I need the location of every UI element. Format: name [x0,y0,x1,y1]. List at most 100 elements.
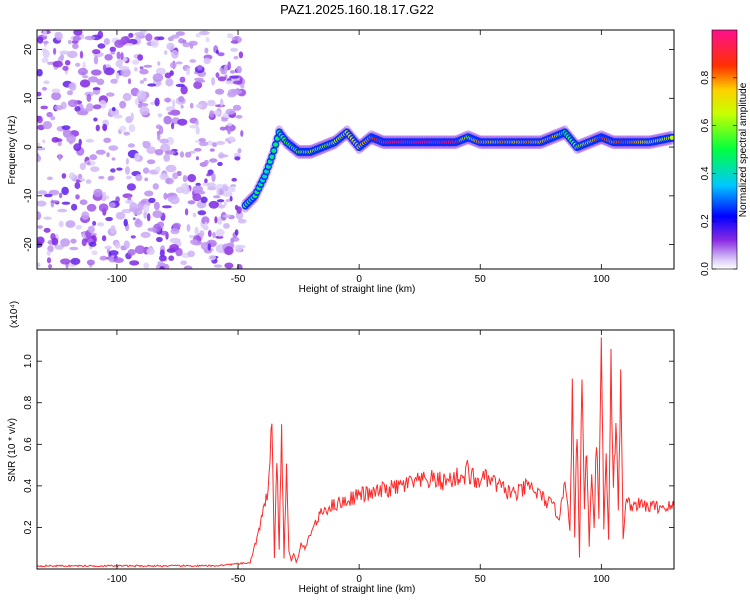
spectrogram-noise-cell [102,123,108,132]
spectrogram-noise-cell [88,241,97,247]
spectrogram-noise-cell [204,178,208,184]
spectrogram-noise-cell [114,39,125,48]
spectrogram-noise-cell [218,204,226,209]
spectrogram-noise-cell [107,175,115,181]
spectrogram-noise-cell [184,208,189,216]
spectrogram-noise-cell [75,194,80,200]
spectrogram-noise-cell [143,262,150,269]
snr-x-label: Height of straight line (km) [299,584,416,595]
spectrogram-marks [37,30,674,269]
spectrogram-noise-cell [195,33,201,38]
spectrogram-noise-cell [89,154,98,161]
spectrogram-noise-cell [97,43,106,49]
spectrogram-noise-cell [217,76,227,82]
spectrogram-noise-cell [190,239,198,245]
snr-panel: -100 -50 0 50 100 0.2 0.4 0.6 0.8 1.0 Height of … [7,301,675,595]
colorbar-tick-label: 0.4 [700,166,711,180]
spectrogram-noise-cell [134,152,140,161]
spectrogram-noise-cell [105,216,113,222]
spectrogram-noise-cell [204,47,209,54]
spectrogram-noise-cell [130,112,134,121]
spectrogram-noise-cell [195,120,199,126]
spectrogram-noise-cell [73,30,83,36]
spectrogram-ridge-core [271,148,277,153]
spectrogram-noise-cell [51,91,62,101]
spectrogram-noise-cell [143,64,153,68]
spectrogram-noise-cell [198,30,210,36]
spectrogram-noise-cell [159,173,169,181]
spectrogram-noise-cell [205,36,210,43]
x-tick-label: -50 [231,274,246,285]
spectrogram-noise-cell [147,83,157,87]
spectrogram-noise-cell [110,78,118,84]
spectrogram-noise-cell [42,121,52,130]
spectrogram-noise-cell [72,43,79,50]
spectrogram-noise-cell [46,111,53,118]
spectrogram-noise-cell [101,197,107,202]
y-tick-label: -20 [23,237,34,252]
spectrogram-noise-cell [120,52,124,61]
spectrogram-noise-cell [142,141,147,146]
spectrogram-noise-cell [218,154,229,158]
y-tick-label: -10 [23,188,34,203]
spectrogram-noise-cell [139,106,150,116]
spectrogram-noise-cell [37,36,44,44]
spectrogram-noise-cell [187,250,195,258]
spectrogram-noise-cell [62,65,69,71]
spectrogram-noise-cell [165,164,177,173]
spectrogram-noise-cell [145,33,153,42]
spectrogram-noise-cell [217,216,223,225]
spectrogram-noise-cell [58,154,62,161]
spectrogram-noise-cell [125,166,130,175]
spectrogram-noise-cell [140,200,147,204]
spectrogram-noise-cell [119,125,127,132]
spectrogram-noise-cell [43,40,49,45]
spectrogram-noise-cell [207,243,211,251]
spectrogram-noise-cell [46,257,52,264]
spectrogram-noise-cell [211,77,216,86]
spectrogram-noise-cell [217,161,223,167]
spectrogram-noise-cell [86,103,94,112]
spectrogram-noise-cell [37,262,41,268]
spectrogram-noise-cell [75,224,83,230]
spectrogram-noise-cell [136,90,147,100]
spectrogram-noise-cell [40,105,48,110]
spectrogram-y-ticks: -20 -10 0 10 20 [23,44,674,252]
spectrogram-noise-cell [230,40,239,44]
spectrogram-noise-cell [198,138,206,142]
spectrogram-noise-cell [181,183,189,190]
spectrogram-noise-cell [221,118,228,122]
spectrogram-noise-cell [157,61,161,66]
spectrogram-noise-cell [66,134,76,144]
spectrogram-noise-cell [109,46,117,53]
spectrogram-noise-cell [90,232,97,236]
spectrogram-noise-cell [227,61,231,71]
spectrogram-noise-cell [212,142,217,148]
spectrogram-noise-cell [42,139,46,143]
spectrogram-noise-cell [209,158,218,163]
colorbar-label: Normalized spectral amplitude [738,82,749,217]
spectrogram-noise-cell [129,260,140,266]
spectrogram-noise-cell [204,221,208,230]
spectrogram-noise-cell [212,232,216,238]
spectrogram-noise-cell [233,55,239,60]
spectrogram-noise-cell [37,190,48,195]
spectrogram-noise-cell [216,187,220,196]
spectrogram-noise-cell [169,244,180,251]
spectrogram-noise-cell [165,78,174,87]
x-tick-label: 0 [356,574,362,585]
spectrogram-noise-cell [119,66,130,71]
spectrogram-noise-cell [127,249,136,256]
y-tick-label: 0.8 [23,395,34,409]
spectrogram-noise-cell [192,185,204,193]
spectrogram-noise-cell [123,240,130,249]
spectrogram-noise-cell [170,227,180,235]
spectrogram-noise-cell [108,250,119,256]
spectrogram-noise-cell [214,216,218,224]
spectrogram-noise-cell [172,172,179,180]
spectrogram-noise-cell [156,132,161,141]
spectrogram-noise-cell [123,218,128,227]
spectrogram-noise-cell [67,50,78,59]
spectrogram-noise-cell [103,67,115,76]
spectrogram-noise-cell [93,188,103,198]
